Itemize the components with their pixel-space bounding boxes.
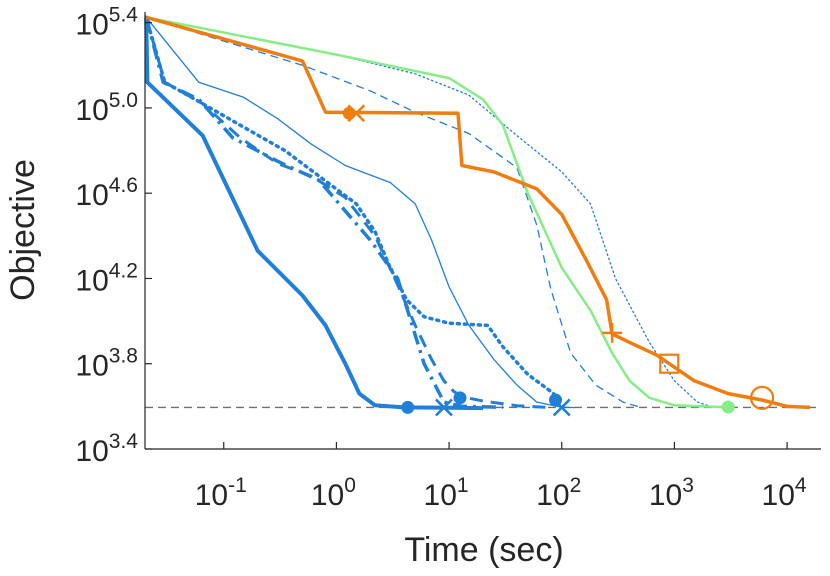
x-tick-label: 101 [424, 474, 469, 512]
series-line-blue-dotted [144, 15, 564, 403]
marker-x [435, 398, 453, 417]
y-axis-label: Objective [4, 159, 42, 301]
x-tick-label: 104 [762, 474, 807, 512]
series-line-blue-solid [145, 16, 575, 409]
axis-layer: 10-1 100 101 102 103 104 103.4 103.8 104.2 104.6 1… [75, 4, 821, 512]
marker-x [347, 104, 366, 123]
x-tick-label: 103 [649, 474, 694, 512]
marker-x [552, 398, 571, 417]
series-line-blue-dotted [145, 16, 714, 408]
marker-dot [401, 400, 415, 414]
x-tick-label: 10-1 [195, 474, 247, 512]
marker-circle [749, 385, 775, 410]
series-layer [144, 15, 811, 411]
marker-dot [453, 391, 467, 405]
series-line-blue-dashdot [144, 16, 503, 409]
x-tick-label: 100 [311, 474, 356, 512]
series-line-orange-solid [145, 15, 811, 410]
series-line-blue-solid [144, 17, 484, 411]
series-line-green-solid [145, 16, 729, 409]
y-tick-label: 104.2 [75, 259, 138, 297]
x-axis-label: Time (sec) [404, 531, 563, 569]
marker-plus [602, 322, 623, 343]
marker-square [659, 353, 680, 374]
marker-layer [342, 104, 775, 417]
y-tick-label: 105.0 [75, 89, 138, 127]
y-tick-label: 104.6 [75, 174, 138, 212]
marker-dot [342, 106, 356, 120]
y-tick-label: 105.4 [75, 4, 138, 42]
x-tick-label: 102 [536, 474, 581, 512]
y-tick-label: 103.4 [75, 430, 138, 468]
y-tick-label: 103.8 [75, 345, 138, 383]
series-line-blue-dashed [146, 16, 641, 408]
marker-dot [721, 400, 735, 414]
